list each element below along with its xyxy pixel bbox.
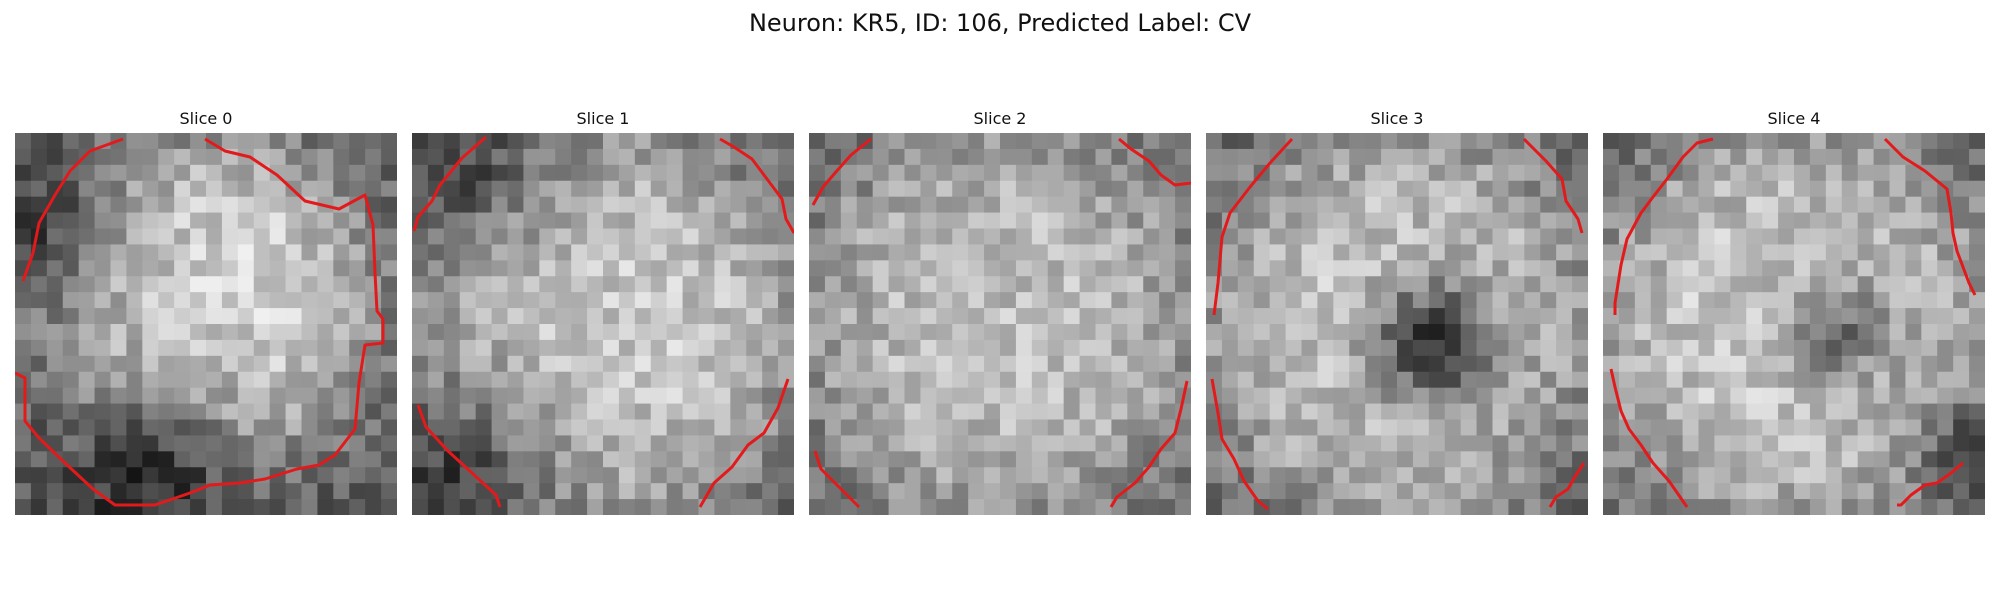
roi-contour xyxy=(811,137,872,206)
slice-pixels xyxy=(1603,133,1985,515)
roi-contour xyxy=(1210,378,1269,511)
slice-image xyxy=(15,133,397,515)
roi-contour xyxy=(1212,137,1294,316)
slice-pixels xyxy=(15,133,397,515)
slice-image xyxy=(809,133,1191,515)
slice-image xyxy=(1603,133,1985,515)
slice-pixels xyxy=(809,133,1191,515)
roi-contour xyxy=(416,404,502,508)
roi-contour xyxy=(1897,461,1964,507)
roi-contour xyxy=(719,137,794,234)
roi-contour xyxy=(1118,137,1191,187)
slice-title: Slice 4 xyxy=(1767,109,1821,128)
roi-contour xyxy=(813,450,861,509)
slice-title: Slice 0 xyxy=(179,109,233,128)
slice-panel-2: Slice 2 xyxy=(809,108,1191,515)
roi-contour xyxy=(698,378,790,508)
slice-panel-4: Slice 4 xyxy=(1603,108,1985,515)
slice-pixels xyxy=(1206,133,1588,515)
roi-contour xyxy=(1883,137,1977,296)
roi-contour xyxy=(15,137,385,507)
slice-title: Slice 3 xyxy=(1370,109,1424,128)
roi-contour xyxy=(1613,137,1714,315)
slice-image xyxy=(412,133,794,515)
roi-contour xyxy=(1548,462,1586,508)
slice-panel-1: Slice 1 xyxy=(412,108,794,515)
roi-contour xyxy=(1522,137,1584,234)
slice-pixels xyxy=(412,133,794,515)
roi-contour xyxy=(1109,380,1189,508)
roi-contour xyxy=(21,137,124,282)
slice-title: Slice 1 xyxy=(576,109,630,128)
slice-image xyxy=(1206,133,1588,515)
slice-title: Slice 2 xyxy=(973,109,1027,128)
slice-panel-0: Slice 0 xyxy=(15,108,397,515)
roi-contour xyxy=(412,135,487,232)
roi-contour xyxy=(1609,368,1689,508)
figure-title: Neuron: KR5, ID: 106, Predicted Label: C… xyxy=(748,9,1252,37)
slice-panel-3: Slice 3 xyxy=(1206,108,1588,515)
